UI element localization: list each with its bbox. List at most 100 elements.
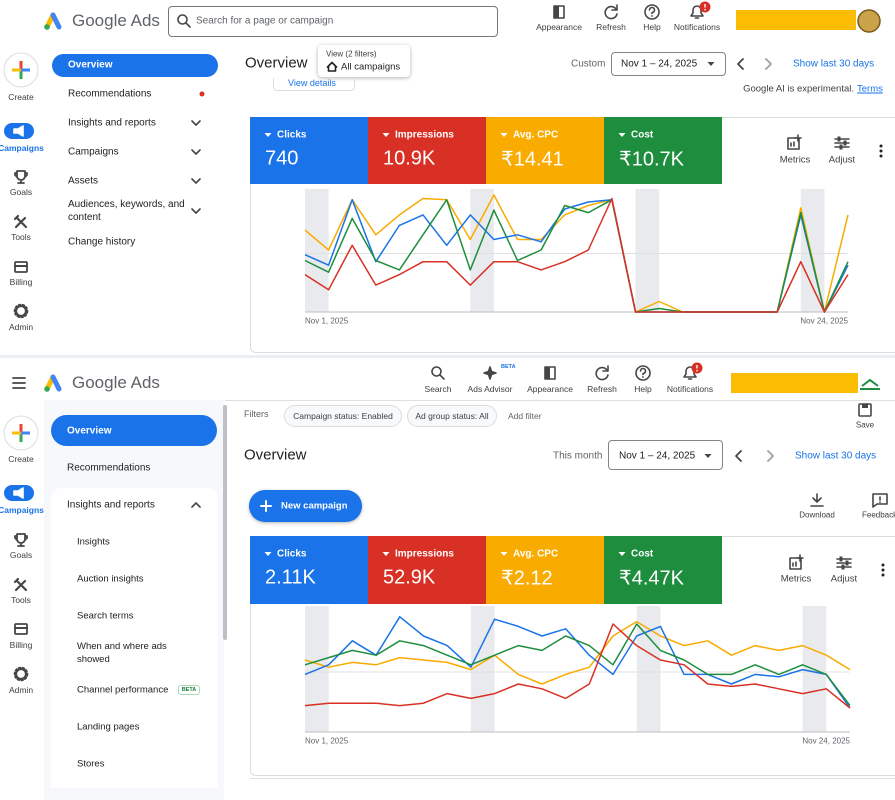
subnav-item[interactable]: Insights: [77, 536, 110, 548]
card-bottom-rule: [250, 778, 895, 779]
date-range: Nov 1 – 24, 2025: [621, 58, 698, 70]
filter-chip-text: Campaign status: Enabled: [293, 411, 393, 421]
header-tool[interactable]: Ads Advisor: [467, 384, 513, 394]
icon: [431, 366, 442, 377]
card-action[interactable]: Adjust: [830, 573, 858, 585]
view-value: All campaigns: [341, 61, 401, 73]
subnav-item[interactable]: Stores: [77, 758, 105, 770]
icon: [644, 4, 660, 20]
icon: [44, 24, 50, 30]
icon: [737, 58, 744, 70]
icon: [439, 374, 445, 380]
card-action[interactable]: Metrics: [780, 573, 812, 585]
avatar: [857, 9, 881, 33]
nav-selected[interactable]: [52, 54, 218, 77]
metric-tile[interactable]: [486, 117, 604, 184]
date-preset: This month: [553, 450, 603, 462]
subnav-item[interactable]: Channel performance: [77, 684, 169, 696]
rail-item[interactable]: Create: [8, 92, 34, 102]
view-details-button[interactable]: [273, 78, 355, 91]
metric-tile[interactable]: [368, 536, 486, 604]
icon: [14, 170, 28, 184]
rail-item[interactable]: Campaigns: [0, 143, 44, 153]
nav-item[interactable]: Insights and reports: [67, 499, 155, 511]
icon: [704, 8, 706, 11]
screen-divider: [0, 355, 895, 358]
search-box[interactable]: [168, 6, 498, 37]
rail-item[interactable]: Admin: [8, 322, 34, 332]
header-tool[interactable]: Refresh: [596, 22, 626, 32]
metric-tile[interactable]: [604, 536, 722, 604]
save-label[interactable]: Save: [855, 420, 875, 430]
rail-item[interactable]: Goals: [9, 187, 33, 197]
ai-terms[interactable]: Terms: [857, 83, 883, 95]
header-tool[interactable]: Refresh: [587, 384, 617, 394]
nav-selected[interactable]: [51, 415, 217, 446]
icon: [651, 15, 653, 17]
action-label[interactable]: Feedback: [862, 510, 895, 520]
nav-item[interactable]: Recommendations: [67, 462, 151, 474]
icon: [13, 577, 28, 592]
date-picker[interactable]: [611, 52, 726, 76]
header-tool[interactable]: Help: [643, 22, 661, 32]
subnav-item[interactable]: Auction insights: [77, 573, 144, 585]
nav-item[interactable]: Campaigns: [68, 146, 119, 158]
icon: [554, 6, 559, 18]
icon: [611, 4, 618, 11]
page-title: Overview: [244, 446, 307, 464]
date-shortcut[interactable]: Show last 30 days: [795, 450, 877, 462]
rail-item[interactable]: Tools: [11, 232, 31, 242]
date-picker[interactable]: [608, 440, 723, 470]
nav-item[interactable]: Insights and reports: [68, 117, 156, 129]
nav-item[interactable]: Recommendations: [68, 88, 152, 100]
nav-item[interactable]: Assets: [68, 175, 99, 187]
logo-text: Google Ads: [72, 373, 160, 392]
rail-item[interactable]: Billing: [9, 277, 33, 287]
header-tool[interactable]: Appearance: [527, 384, 573, 394]
x-tick-label: Nov 1, 2025: [305, 736, 349, 746]
view-label: View (2 filters): [326, 49, 377, 59]
nav-item[interactable]: Overview: [67, 425, 112, 437]
header-tool[interactable]: Notifications: [673, 22, 721, 32]
nav-item[interactable]: Audiences, keywords, and content: [68, 199, 185, 223]
subnav-item[interactable]: When and where ads showed: [77, 641, 167, 665]
filter-chip[interactable]: [407, 405, 497, 427]
icon: [44, 374, 56, 392]
icon: [4, 485, 34, 501]
icon: [13, 214, 28, 229]
metric-tile[interactable]: [250, 536, 368, 604]
rail-item[interactable]: Create: [8, 454, 34, 464]
header-tool[interactable]: Search: [424, 384, 452, 394]
rail-item[interactable]: Goals: [9, 550, 33, 560]
metric-tile[interactable]: [486, 536, 604, 604]
rail-item[interactable]: Campaigns: [0, 505, 44, 515]
header-tool[interactable]: Notifications: [666, 384, 714, 394]
filter-chip[interactable]: [284, 405, 402, 427]
icon: [810, 493, 824, 507]
header-tool[interactable]: Help: [634, 384, 652, 394]
nav-item[interactable]: Change history: [68, 236, 136, 248]
rail-item[interactable]: Billing: [9, 640, 33, 650]
icon: [13, 487, 24, 499]
icon: [191, 149, 201, 155]
header-tool[interactable]: Appearance: [536, 22, 582, 32]
action-label[interactable]: Download: [799, 510, 835, 520]
metric-tile[interactable]: [604, 117, 722, 184]
subnav-item[interactable]: Search terms: [77, 610, 134, 622]
card-action[interactable]: Adjust: [828, 154, 856, 166]
rail-item[interactable]: Admin: [8, 685, 34, 695]
icon: [13, 125, 24, 137]
icon: [3, 52, 39, 88]
card-action[interactable]: Metrics: [779, 154, 811, 166]
metric-tile[interactable]: [368, 117, 486, 184]
icon: [595, 366, 609, 381]
nav-item[interactable]: Overview: [68, 59, 113, 71]
subnav-item[interactable]: Landing pages: [77, 721, 140, 733]
beta-badge: [178, 685, 200, 695]
add-filter[interactable]: Add filter: [508, 411, 542, 421]
rail-item[interactable]: Tools: [11, 595, 31, 605]
metric-tile[interactable]: [250, 117, 368, 184]
date-shortcut[interactable]: Show last 30 days: [793, 58, 875, 70]
icon: [3, 415, 39, 451]
icon: [13, 666, 29, 682]
